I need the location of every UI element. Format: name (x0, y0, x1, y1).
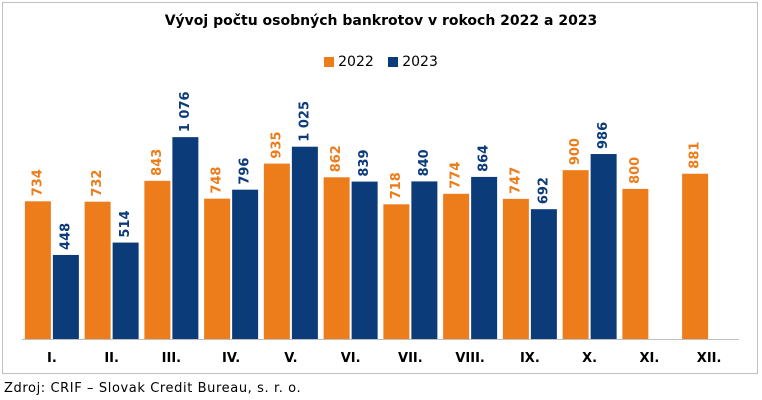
bar-2022-3 (144, 180, 171, 339)
bar-2022-12 (682, 173, 709, 339)
bar-2022-2 (84, 201, 111, 339)
data-label-2023-5: 1 025 (297, 101, 312, 142)
data-label-2023-3: 1 076 (178, 91, 193, 132)
data-label-2022-1: 734 (30, 169, 45, 196)
source-note: Zdroj: CRIF – Slovak Credit Bureau, s. r… (4, 381, 302, 396)
bar-2022-9 (502, 198, 529, 339)
data-label-2022-6: 862 (329, 145, 344, 172)
chart-title: Vývoj počtu osobných bankrotov v rokoch … (164, 13, 598, 29)
bar-2022-1 (24, 201, 51, 339)
legend-item-2022: 2022 (324, 54, 374, 70)
bar-2023-6 (351, 181, 378, 339)
data-label-2022-5: 935 (269, 131, 284, 158)
x-tick-label-2: II. (104, 351, 119, 366)
x-tick-label-8: VIII. (455, 351, 485, 366)
bar-chart-plot: 734 448 I. 732 514 II. 843 1 076 III. 748 796 IV. 93… (22, 91, 739, 366)
data-label-2023-1: 448 (58, 223, 73, 250)
data-label-2023-4: 796 (238, 158, 253, 185)
bar-2022-6 (323, 177, 350, 339)
bar-2023-5 (291, 146, 318, 339)
x-tick-label-11: XI. (639, 351, 659, 366)
bar-2023-3 (172, 137, 199, 339)
bar-2022-8 (443, 193, 470, 339)
data-label-2022-3: 843 (150, 149, 165, 176)
data-label-2022-12: 881 (688, 142, 703, 169)
legend-label-2022: 2022 (338, 54, 374, 70)
data-label-2023-10: 986 (596, 122, 611, 149)
data-label-2022-7: 718 (389, 172, 404, 199)
bar-2022-4 (204, 198, 231, 339)
data-label-2022-9: 747 (508, 167, 523, 194)
bar-2022-10 (562, 170, 589, 339)
bar-2023-4 (232, 189, 259, 339)
data-label-2023-2: 514 (118, 210, 133, 237)
bar-2022-7 (383, 204, 410, 339)
x-tick-label-10: X. (582, 351, 597, 366)
data-label-2022-10: 900 (568, 138, 583, 165)
x-tick-label-5: V. (284, 351, 297, 366)
bar-2022-5 (263, 163, 290, 339)
bar-2023-7 (411, 181, 438, 339)
data-label-2022-11: 800 (628, 157, 643, 184)
x-tick-label-12: XII. (697, 351, 722, 366)
legend-swatch-2023 (388, 57, 399, 67)
data-label-2023-8: 864 (477, 145, 492, 172)
x-tick-label-7: VII. (398, 351, 423, 366)
legend: 2022 2023 (3, 54, 759, 71)
x-tick-label-6: VI. (341, 351, 361, 366)
data-label-2023-7: 840 (417, 149, 432, 176)
x-tick-label-1: I. (47, 351, 57, 366)
x-tick-label-9: IX. (520, 351, 540, 366)
data-label-2023-9: 692 (536, 177, 551, 204)
x-tick-label-3: III. (162, 351, 181, 366)
x-tick-label-4: IV. (222, 351, 240, 366)
bar-2023-10 (590, 154, 617, 339)
data-label-2023-6: 839 (357, 149, 372, 176)
bar-2023-8 (471, 176, 498, 339)
bar-2022-11 (622, 188, 649, 339)
legend-label-2023: 2023 (402, 54, 438, 70)
data-label-2022-2: 732 (90, 170, 105, 197)
bar-2023-1 (52, 254, 79, 339)
data-label-2022-4: 748 (210, 167, 225, 194)
legend-swatch-2022 (324, 57, 335, 67)
bar-2023-9 (530, 209, 557, 339)
bar-2023-2 (112, 242, 139, 339)
data-label-2022-8: 774 (449, 162, 464, 189)
legend-item-2023: 2023 (388, 54, 438, 70)
